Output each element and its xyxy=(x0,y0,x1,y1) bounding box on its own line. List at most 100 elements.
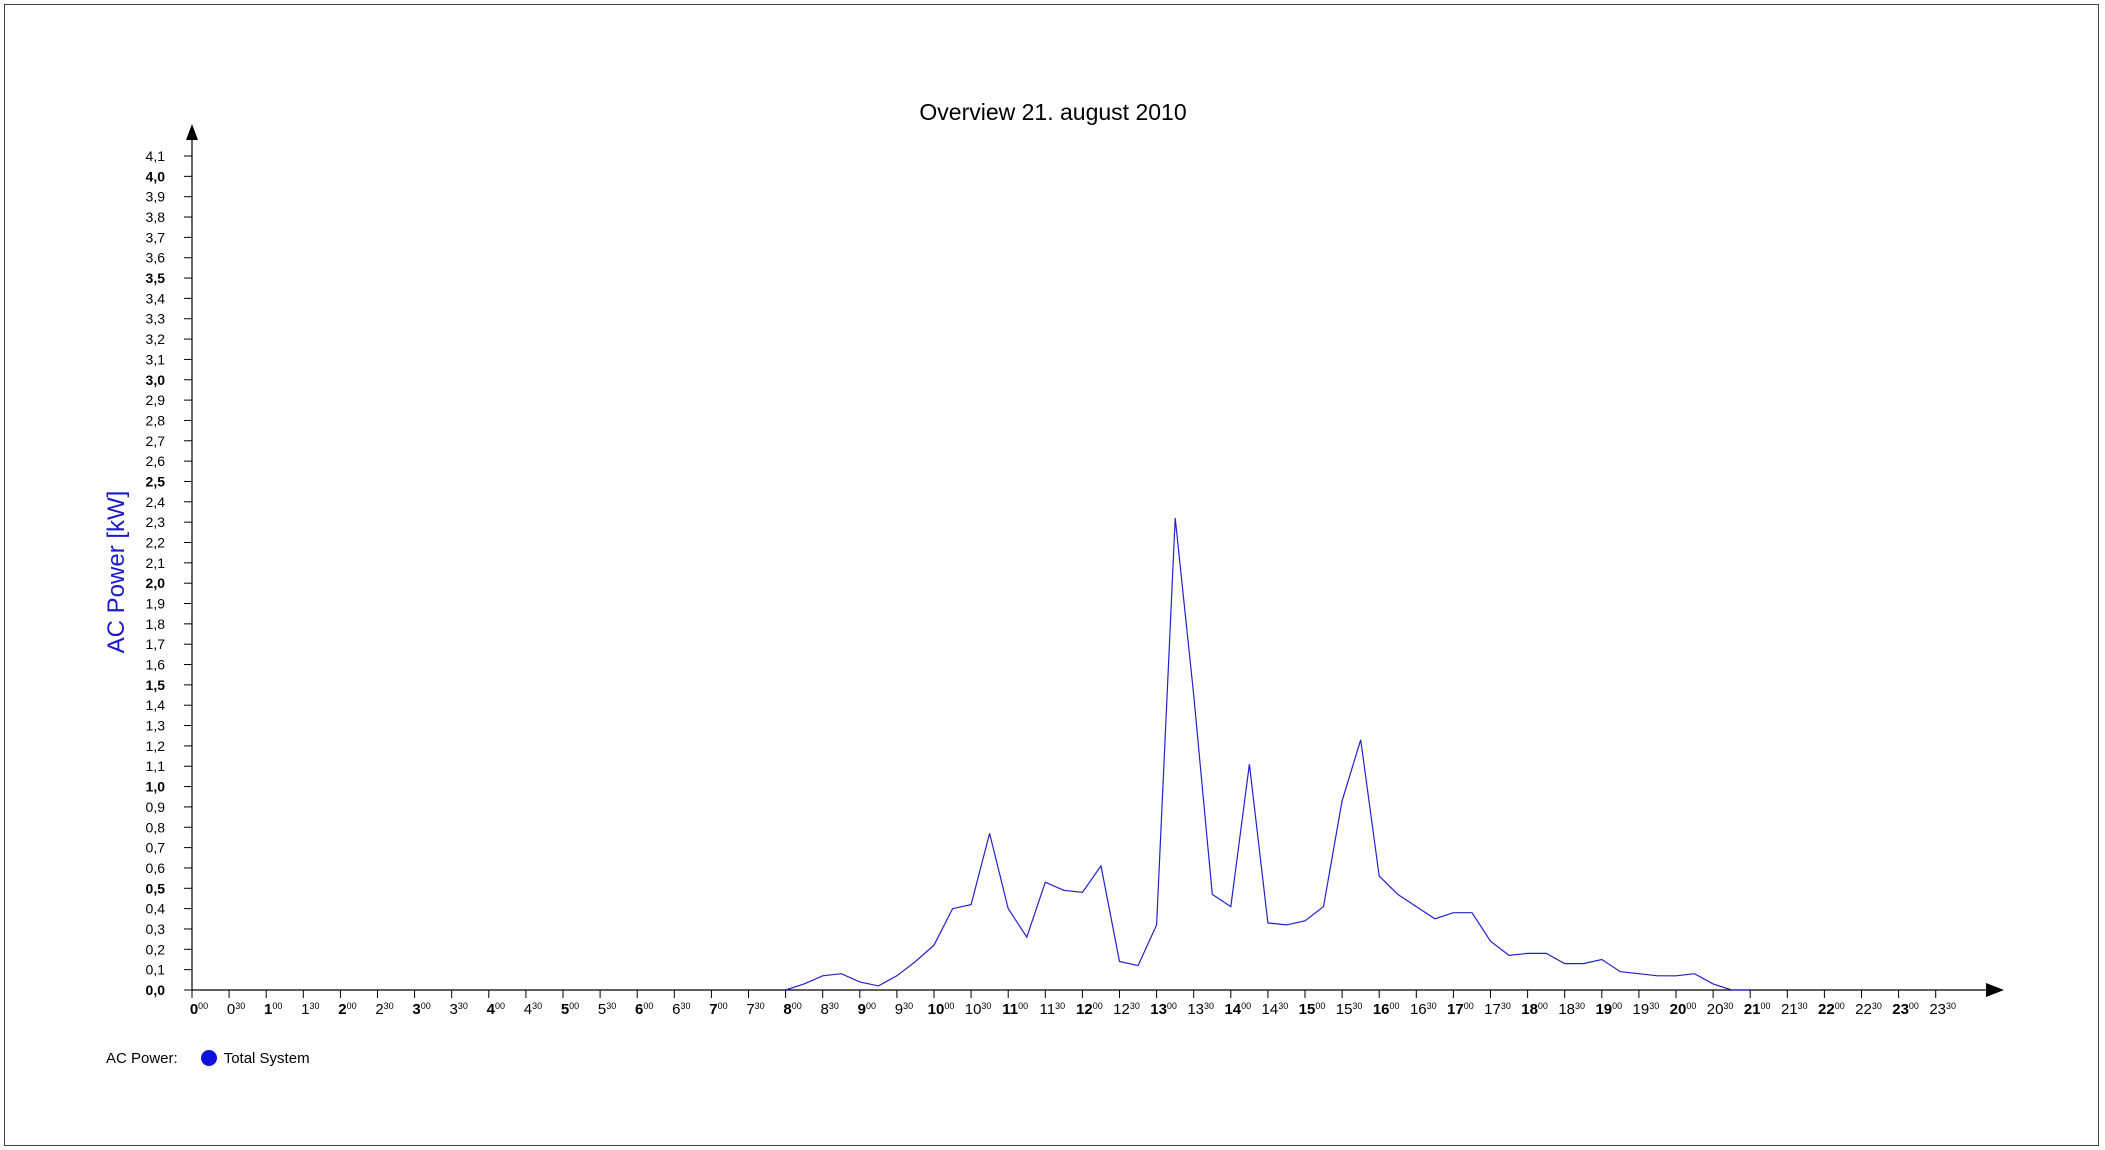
x-tick-label: 930 xyxy=(895,1001,913,1018)
y-tick-label: 3,4 xyxy=(146,290,166,306)
x-tick-label: 000 xyxy=(190,1001,208,1018)
y-tick-label: 4,0 xyxy=(146,168,166,184)
x-tick-label: 1000 xyxy=(928,1001,955,1018)
y-tick-label: 2,5 xyxy=(146,473,166,489)
legend-series-name: Total System xyxy=(223,1049,310,1067)
x-tick-label: 1200 xyxy=(1076,1001,1103,1018)
x-tick-label: 1100 xyxy=(1002,1001,1028,1018)
y-tick-label: 3,8 xyxy=(146,209,166,225)
x-tick-label: 600 xyxy=(635,1001,653,1018)
legend-label: AC Power: xyxy=(106,1049,178,1067)
y-tick-label: 1,0 xyxy=(146,779,166,795)
y-tick-label: 0,5 xyxy=(146,880,166,896)
series-layer xyxy=(785,518,1751,991)
y-tick-label: 2,2 xyxy=(146,534,166,550)
y-tick-label: 0,3 xyxy=(146,921,166,937)
x-tick-label: 2300 xyxy=(1892,1001,1919,1018)
x-tick-label: 1700 xyxy=(1447,1001,1474,1018)
y-ticks: 0,0 0,1 0,2 0,3 0,4 0,5 0,6 0,7 0,8 0,9 1,0 1,1 1,2 1… xyxy=(146,148,192,998)
y-tick-label: 2,4 xyxy=(146,494,166,510)
x-tick-label: 700 xyxy=(709,1001,727,1018)
x-tick-label: 1730 xyxy=(1484,1001,1511,1018)
x-tick-label: 500 xyxy=(561,1001,579,1018)
x-tick-label: 1330 xyxy=(1187,1001,1214,1018)
x-tick-label: 330 xyxy=(450,1001,468,1018)
x-tick-label: 1300 xyxy=(1150,1001,1177,1018)
x-tick-label: 1530 xyxy=(1336,1001,1363,1018)
y-tick-label: 0,2 xyxy=(146,941,166,957)
y-tick-label: 2,7 xyxy=(146,433,166,449)
y-axis-arrow xyxy=(186,124,198,140)
x-tick-label: 1830 xyxy=(1558,1001,1585,1018)
y-tick-label: 1,3 xyxy=(146,718,166,734)
x-tick-label: 2130 xyxy=(1781,1001,1808,1018)
x-ticks: 000 030 100 130 200 230 300 330 400 430 500 530 600 6… xyxy=(190,990,1956,1018)
x-tick-label: 2230 xyxy=(1855,1001,1882,1018)
y-tick-label: 2,6 xyxy=(146,453,166,469)
y-tick-label: 3,0 xyxy=(146,372,166,388)
y-tick-label: 0,9 xyxy=(146,799,166,815)
legend-swatch-total-system xyxy=(200,1050,217,1066)
x-tick-label: 630 xyxy=(672,1001,690,1018)
y-tick-label: 1,2 xyxy=(146,738,166,754)
chart-frame xyxy=(4,4,2099,1146)
x-tick-label: 2200 xyxy=(1818,1001,1845,1018)
x-tick-label: 900 xyxy=(858,1001,876,1018)
y-tick-label: 3,2 xyxy=(146,331,166,347)
x-tick-label: 300 xyxy=(412,1001,430,1018)
x-tick-label: 730 xyxy=(746,1001,764,1018)
x-tick-label: 030 xyxy=(227,1001,245,1018)
x-tick-label: 1900 xyxy=(1595,1001,1622,1018)
x-axis-arrow xyxy=(1986,983,2004,997)
y-tick-label: 3,3 xyxy=(146,311,166,327)
x-tick-label: 830 xyxy=(821,1001,839,1018)
y-tick-label: 1,9 xyxy=(146,596,166,612)
y-tick-label: 2,8 xyxy=(146,412,166,428)
x-tick-label: 400 xyxy=(487,1001,505,1018)
y-tick-label: 1,6 xyxy=(146,657,166,673)
y-tick-label: 0,1 xyxy=(146,962,166,978)
y-tick-label: 3,6 xyxy=(146,250,166,266)
x-tick-label: 1430 xyxy=(1262,1001,1289,1018)
y-tick-label: 3,7 xyxy=(146,229,166,245)
x-tick-label: 130 xyxy=(301,1001,319,1018)
x-tick-label: 200 xyxy=(338,1001,356,1018)
x-tick-label: 100 xyxy=(264,1001,282,1018)
x-tick-label: 2030 xyxy=(1707,1001,1734,1018)
x-tick-label: 1030 xyxy=(965,1001,992,1018)
y-tick-label: 1,5 xyxy=(146,677,166,693)
x-tick-label: 230 xyxy=(375,1001,393,1018)
y-tick-label: 3,9 xyxy=(146,189,166,205)
x-tick-label: 2100 xyxy=(1744,1001,1771,1018)
y-tick-label: 3,5 xyxy=(146,270,166,286)
y-axis-label: AC Power [kW] xyxy=(103,491,130,654)
y-tick-label: 2,0 xyxy=(146,575,166,591)
x-tick-label: 2000 xyxy=(1670,1001,1697,1018)
y-tick-label: 0,8 xyxy=(146,819,166,835)
y-tick-label: 1,1 xyxy=(146,758,166,774)
x-tick-label: 1600 xyxy=(1373,1001,1400,1018)
y-tick-label: 2,9 xyxy=(146,392,166,408)
y-tick-label: 1,8 xyxy=(146,616,166,632)
y-tick-label: 2,1 xyxy=(146,555,166,571)
y-tick-label: 2,3 xyxy=(146,514,166,530)
y-tick-label: 0,4 xyxy=(146,901,166,917)
chart-title: Overview 21. august 2010 xyxy=(919,99,1186,125)
y-tick-label: 1,4 xyxy=(146,697,166,713)
x-tick-label: 1400 xyxy=(1224,1001,1251,1018)
x-tick-label: 1230 xyxy=(1113,1001,1140,1018)
x-tick-label: 2330 xyxy=(1929,1001,1956,1018)
y-tick-label: 0,6 xyxy=(146,860,166,876)
y-tick-label: 0,7 xyxy=(146,840,166,856)
series-line-total-system xyxy=(785,518,1751,991)
x-tick-label: 1800 xyxy=(1521,1001,1548,1018)
x-tick-label: 430 xyxy=(524,1001,542,1018)
legend: AC Power: Total System xyxy=(106,1048,310,1068)
x-tick-label: 530 xyxy=(598,1001,616,1018)
x-tick-label: 1630 xyxy=(1410,1001,1437,1018)
x-tick-label: 1500 xyxy=(1299,1001,1326,1018)
x-tick-label: 1130 xyxy=(1040,1001,1066,1018)
y-tick-label: 4,1 xyxy=(146,148,166,164)
x-tick-label: 800 xyxy=(783,1001,801,1018)
